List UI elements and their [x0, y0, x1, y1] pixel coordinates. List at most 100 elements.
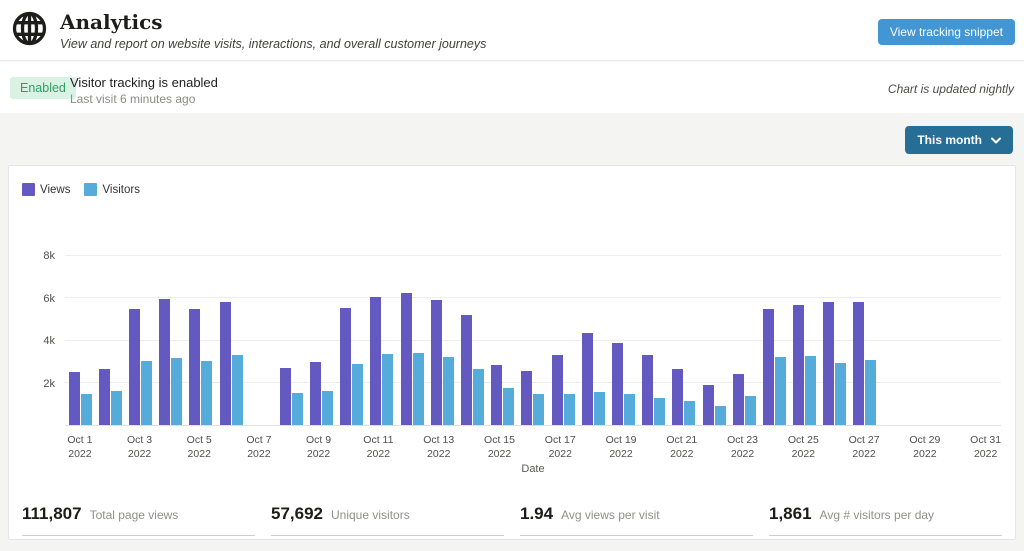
- bar-group: [186, 256, 216, 425]
- views-bar: [581, 333, 593, 425]
- views-bar: [732, 374, 744, 425]
- y-tick-label: 4k: [43, 335, 55, 347]
- views-bar: [98, 369, 110, 425]
- stat-value: 111,807: [22, 504, 82, 523]
- x-tick-label: Oct 13 2022: [423, 434, 455, 460]
- visitors-bar: [805, 356, 817, 425]
- x-tick-label: [333, 433, 363, 461]
- views-bar: [340, 307, 352, 425]
- bars-container: [65, 256, 1001, 425]
- stat-label: Avg views per visit: [561, 508, 660, 522]
- x-tick-label: [274, 433, 304, 461]
- visitors-bar: [291, 393, 303, 425]
- bar-group: [880, 256, 910, 425]
- visitors-bar: [231, 355, 243, 425]
- visitors-bar: [140, 360, 152, 425]
- visitors-bar: [442, 357, 454, 425]
- x-tick-label: [154, 433, 184, 461]
- bar-group: [548, 256, 578, 425]
- bar-group: [65, 256, 95, 425]
- x-tick-label: Oct 9 2022: [305, 434, 332, 460]
- x-tick-label: Oct 5 2022: [186, 434, 212, 460]
- x-tick-label: Oct 31 2022: [970, 434, 1002, 460]
- bar-group: [729, 256, 759, 425]
- stat-label: Unique visitors: [331, 508, 410, 522]
- visitors-bar: [684, 400, 696, 425]
- x-tick-label: Oct 29 2022: [909, 434, 941, 460]
- x-tick-label: [637, 433, 667, 461]
- chart-card: Views Visitors 2k 4k 6k 8k Oct 1 2022 Oct 3 202…: [8, 165, 1016, 540]
- y-tick-label: 6k: [43, 292, 55, 305]
- status-bar: Enabled Visitor tracking is enabled Last…: [0, 62, 1024, 113]
- stats-row: 111,807 Total page views 57,692 Unique visi…: [22, 502, 1002, 536]
- bar-chart-plot: [65, 255, 1001, 426]
- x-tick-label: [940, 433, 970, 461]
- bar-group: [95, 256, 125, 425]
- views-bar: [400, 292, 412, 425]
- x-axis-title: Date: [521, 463, 545, 475]
- views-bar: [461, 315, 473, 425]
- visitors-bar: [412, 353, 424, 425]
- bar-group: [488, 256, 518, 425]
- view-tracking-snippet-button[interactable]: View tracking snippet: [877, 19, 1015, 45]
- bar-group: [850, 256, 880, 425]
- bar-group: [578, 256, 608, 425]
- x-tick-label: Oct 15 2022: [484, 434, 515, 460]
- legend-label: Views: [40, 183, 71, 196]
- x-tick-label: [454, 433, 484, 461]
- bar-group: [608, 256, 638, 425]
- bar-group: [940, 256, 970, 425]
- views-bar: [521, 371, 533, 425]
- visitors-bar: [503, 388, 515, 425]
- stat-label: Avg # visitors per day: [819, 508, 935, 522]
- visitors-bar: [322, 391, 334, 425]
- visitors-swatch: [84, 183, 98, 196]
- x-tick-label: Oct 17 2022: [544, 434, 576, 460]
- legend-item-visitors: Visitors: [84, 183, 140, 196]
- chart-legend: Views Visitors: [22, 183, 140, 196]
- bar-group: [367, 256, 397, 425]
- stat-value: 57,692: [271, 504, 323, 523]
- views-bar: [189, 308, 201, 425]
- stat-total-page-views: 111,807 Total page views: [22, 502, 255, 536]
- views-bar: [823, 302, 835, 425]
- x-tick-label: Oct 23 2022: [727, 434, 759, 460]
- bar-group: [669, 256, 699, 425]
- page-header: Analytics View and report on website vis…: [0, 0, 1024, 61]
- bar-group: [820, 256, 850, 425]
- x-tick-label: [393, 433, 423, 461]
- views-bar: [310, 361, 322, 425]
- legend-label: Visitors: [102, 183, 140, 196]
- views-bar: [68, 372, 80, 425]
- visitors-bar: [352, 363, 364, 425]
- x-tick-label: [95, 433, 125, 461]
- x-tick-label: Oct 1 2022: [67, 434, 93, 460]
- y-axis-labels: 2k 4k 6k 8k: [9, 250, 55, 426]
- bar-group: [125, 256, 155, 425]
- globe-icon: [12, 11, 47, 46]
- chevron-down-icon: [991, 137, 1001, 143]
- enabled-badge: Enabled: [10, 77, 76, 99]
- status-message: Visitor tracking is enabled: [70, 75, 218, 90]
- x-tick-label: Oct 3 2022: [127, 434, 153, 460]
- bar-group: [337, 256, 367, 425]
- visitors-bar: [593, 392, 605, 425]
- stat-avg-views-per-visit: 1.94 Avg views per visit: [520, 502, 753, 536]
- visitors-bar: [654, 397, 666, 425]
- x-tick-label: Oct 21 2022: [666, 434, 698, 460]
- x-tick-label: Oct 11 2022: [363, 434, 394, 460]
- visitors-bar: [835, 362, 847, 425]
- views-bar: [430, 300, 442, 425]
- views-bar: [370, 297, 382, 425]
- visitors-bar: [714, 406, 726, 425]
- gridline: [65, 297, 1001, 299]
- date-range-dropdown[interactable]: This month: [905, 126, 1013, 154]
- views-bar: [551, 355, 563, 425]
- date-range-label: This month: [917, 133, 982, 147]
- views-bar: [279, 367, 291, 425]
- y-tick-label: 2k: [43, 377, 55, 390]
- x-tick-label: [697, 433, 727, 461]
- views-bar: [491, 364, 503, 425]
